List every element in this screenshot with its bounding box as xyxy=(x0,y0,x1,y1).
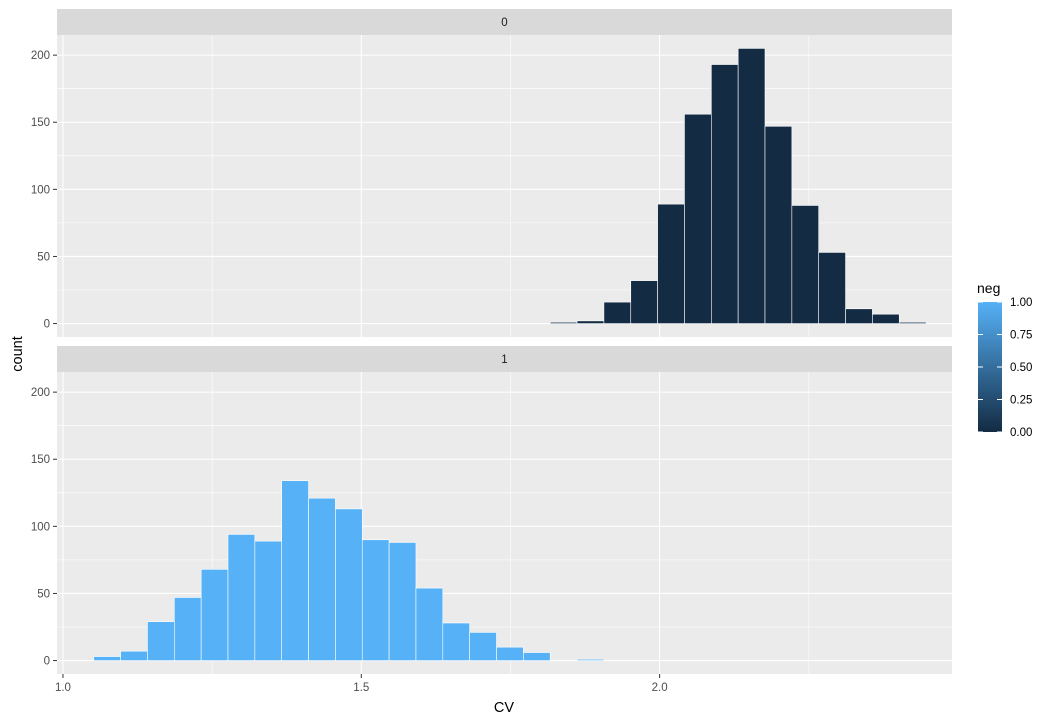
histogram-bar xyxy=(388,542,417,661)
histogram-bar xyxy=(361,539,390,661)
histogram-bar xyxy=(576,658,605,661)
histogram-bar xyxy=(415,587,444,661)
y-tick-label: 0 xyxy=(44,656,50,668)
histogram-bar xyxy=(845,308,873,324)
facet-strip-label: 1 xyxy=(501,354,507,366)
y-tick-label: 100 xyxy=(31,521,50,533)
histogram-bar xyxy=(200,569,229,661)
histogram-bar xyxy=(684,113,712,324)
facet-strip xyxy=(57,346,952,372)
facet-strip-label: 0 xyxy=(501,17,507,29)
y-tick-label: 150 xyxy=(31,454,50,466)
legend-label: 0.00 xyxy=(1010,427,1032,439)
histogram-bar xyxy=(764,125,793,324)
y-tick-label: 150 xyxy=(31,117,50,129)
y-tick-label: 100 xyxy=(31,184,50,196)
histogram-bar xyxy=(496,646,524,661)
histogram-bar xyxy=(737,48,766,324)
legend-label: 0.75 xyxy=(1010,330,1032,342)
histogram-bar xyxy=(872,313,900,324)
histogram-bar xyxy=(549,321,578,324)
y-tick-label: 50 xyxy=(37,251,50,263)
histogram-bar xyxy=(603,301,632,324)
y-tick-label: 200 xyxy=(31,387,50,399)
x-tick-label: 1.5 xyxy=(353,682,369,694)
histogram-bar xyxy=(281,480,309,661)
facet-panel-1: 1 0 50 100 150 200 xyxy=(31,346,952,674)
histogram-bar xyxy=(147,621,175,661)
histogram-bar xyxy=(711,64,739,324)
facet-panel-0: 0 0 50 100 150 200 xyxy=(31,9,952,337)
histogram-bar xyxy=(254,540,283,661)
histogram-bar xyxy=(120,650,148,661)
histogram-bar xyxy=(174,597,202,661)
legend-label: 1.00 xyxy=(1010,297,1032,309)
histogram-bar xyxy=(93,656,121,661)
histogram-bar xyxy=(308,497,336,661)
histogram-bar xyxy=(335,508,363,661)
y-tick-label: 200 xyxy=(31,50,50,62)
histogram-bar xyxy=(227,534,256,661)
legend-label: 0.25 xyxy=(1010,395,1032,407)
histogram-bar xyxy=(523,652,551,661)
histogram-bar xyxy=(818,252,846,324)
legend-colorbar: 0.00 0.25 0.50 0.75 1.00 xyxy=(978,297,1032,439)
legend-title: neg xyxy=(977,280,1000,296)
histogram-bar xyxy=(657,203,685,324)
x-tick-label: 2.0 xyxy=(652,682,668,694)
histogram-bar xyxy=(576,320,605,324)
histogram-bar xyxy=(791,205,820,324)
legend-label: 0.50 xyxy=(1010,362,1032,374)
histogram-bar xyxy=(630,280,658,324)
histogram-bar xyxy=(469,632,497,661)
histogram-bar xyxy=(442,622,470,661)
y-axis-title: count xyxy=(10,336,26,371)
x-axis-title: CV xyxy=(494,700,514,716)
y-tick-label: 50 xyxy=(37,588,50,600)
y-tick-label: 0 xyxy=(44,319,50,331)
facet-strip xyxy=(57,9,952,35)
x-tick-label: 1.0 xyxy=(55,682,71,694)
histogram-bar xyxy=(898,321,927,324)
